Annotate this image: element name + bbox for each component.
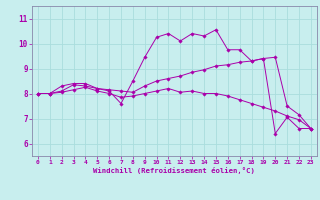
X-axis label: Windchill (Refroidissement éolien,°C): Windchill (Refroidissement éolien,°C) [93, 167, 255, 174]
